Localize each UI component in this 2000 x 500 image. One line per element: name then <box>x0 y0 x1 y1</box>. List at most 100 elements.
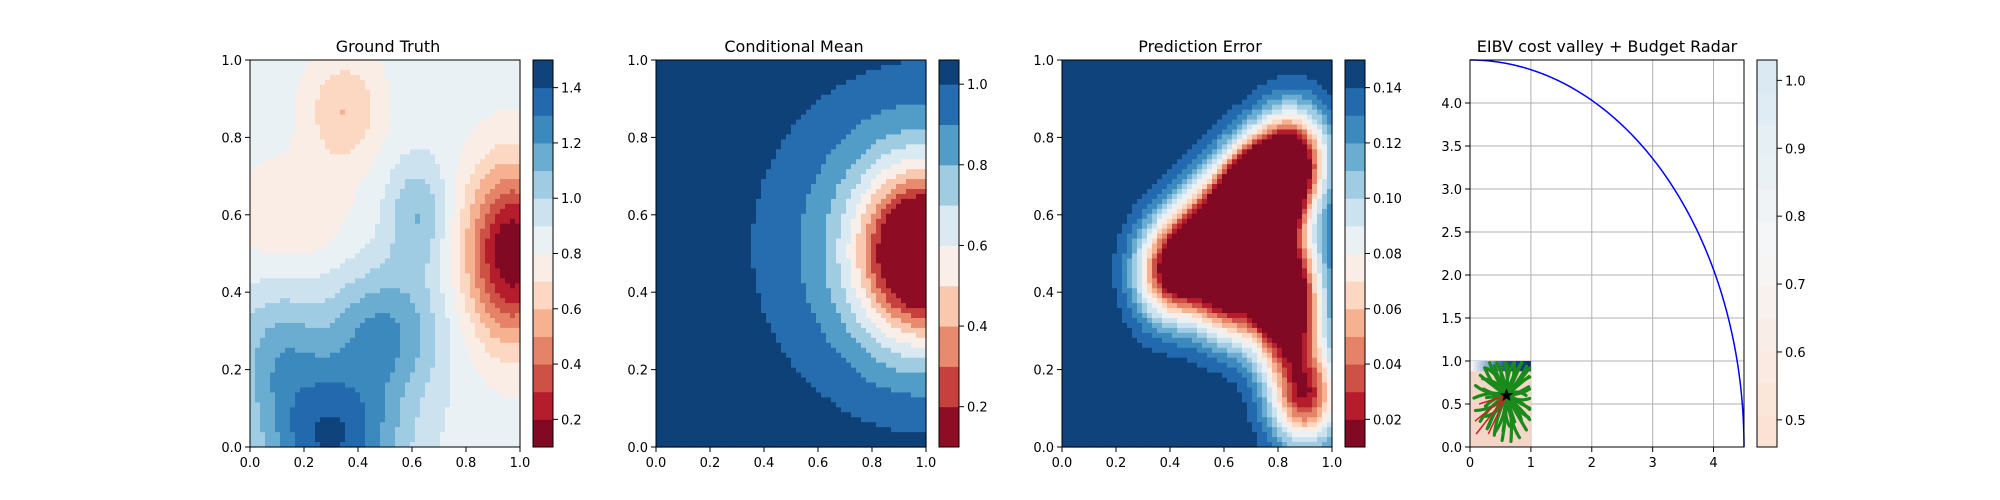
heatmap-cell <box>255 119 261 126</box>
heatmap-cell <box>300 253 306 260</box>
heatmap-cell <box>280 208 286 215</box>
heatmap-cell <box>495 392 501 398</box>
heatmap-cell <box>656 129 662 136</box>
heatmap-cell <box>681 248 687 255</box>
heatmap-cell <box>691 129 697 136</box>
heatmap-cell <box>681 119 687 126</box>
heatmap-cell <box>410 258 416 265</box>
heatmap-cell <box>390 218 396 225</box>
heatmap-cell <box>275 412 281 418</box>
heatmap-cell <box>365 69 371 76</box>
heatmap-cell <box>270 218 276 225</box>
heatmap-cell <box>330 124 336 131</box>
heatmap-cell <box>395 233 401 240</box>
heatmap-cell <box>666 248 672 255</box>
heatmap-cell <box>696 203 702 210</box>
heatmap-cell <box>515 313 521 319</box>
heatmap-cell <box>285 104 291 111</box>
heatmap-cell <box>495 159 501 165</box>
heatmap-cell <box>365 203 371 210</box>
heatmap-cell <box>365 392 371 398</box>
heatmap-cell <box>465 99 471 106</box>
heatmap-cell <box>515 198 521 205</box>
heatmap-cell <box>395 124 401 131</box>
heatmap-cell <box>350 243 356 250</box>
heatmap-cell <box>315 442 321 448</box>
heatmap-cell <box>435 218 441 225</box>
heatmap-cell <box>671 203 677 210</box>
heatmap-cell <box>691 318 697 324</box>
heatmap-cell <box>295 64 301 71</box>
heatmap-cell <box>460 74 466 81</box>
heatmap-cell <box>300 189 306 195</box>
heatmap-cell <box>335 392 341 398</box>
heatmap-cell <box>380 159 386 165</box>
heatmap-cell <box>255 60 261 66</box>
heatmap-cell <box>696 273 702 279</box>
heatmap-cell <box>405 79 411 86</box>
heatmap-cell <box>460 422 466 428</box>
heatmap-cell <box>355 139 361 145</box>
heatmap-cell <box>656 179 662 185</box>
heatmap-cell <box>340 179 346 185</box>
heatmap-cell <box>470 417 476 423</box>
heatmap-cell <box>365 184 371 190</box>
heatmap-cell <box>380 347 386 354</box>
heatmap-cell <box>355 179 361 185</box>
heatmap-cell <box>350 84 356 91</box>
heatmap-cell <box>350 362 356 369</box>
heatmap-cell <box>260 119 266 126</box>
heatmap-cell <box>686 327 692 334</box>
heatmap-cell <box>485 293 491 299</box>
heatmap-cell <box>666 114 672 121</box>
heatmap-cell <box>666 104 672 111</box>
heatmap-cell <box>495 327 501 334</box>
heatmap-cell <box>370 407 376 413</box>
heatmap-cell <box>656 313 662 319</box>
heatmap-cell <box>671 303 677 309</box>
heatmap-cell <box>390 268 396 274</box>
heatmap-cell <box>480 189 486 195</box>
heatmap-cell <box>380 417 386 423</box>
heatmap-cell <box>415 372 421 379</box>
heatmap-cell <box>681 278 687 284</box>
heatmap-cell <box>265 387 271 394</box>
heatmap-cell <box>375 427 381 433</box>
heatmap-cell <box>340 64 346 71</box>
heatmap-cell <box>350 64 356 71</box>
heatmap-cell <box>686 347 692 354</box>
heatmap-cell <box>375 298 381 304</box>
heatmap-cell <box>686 422 692 428</box>
heatmap-cell <box>260 337 266 344</box>
heatmap-cell <box>360 372 366 379</box>
heatmap-cell <box>510 322 516 329</box>
heatmap-cell <box>335 129 341 136</box>
heatmap-cell <box>250 377 256 384</box>
heatmap-cell <box>455 392 461 398</box>
heatmap-cell <box>460 382 466 389</box>
heatmap-cell <box>500 352 506 359</box>
heatmap-cell <box>315 99 321 106</box>
heatmap-cell <box>320 397 326 403</box>
heatmap-cell <box>480 427 486 433</box>
heatmap-cell <box>460 144 466 150</box>
heatmap-cell <box>300 74 306 81</box>
heatmap-cell <box>365 387 371 394</box>
heatmap-cell <box>430 243 436 250</box>
heatmap-cell <box>335 372 341 379</box>
heatmap-cell <box>335 437 341 443</box>
heatmap-cell <box>315 129 321 136</box>
heatmap-cell <box>290 213 296 220</box>
heatmap-cell <box>415 352 421 359</box>
heatmap-cell <box>510 238 516 245</box>
heatmap-cell <box>475 89 481 96</box>
heatmap-cell <box>445 437 451 443</box>
heatmap-cell <box>480 74 486 81</box>
heatmap-cell <box>440 213 446 220</box>
heatmap-cell <box>681 64 687 71</box>
heatmap-cell <box>265 119 271 126</box>
heatmap-cell <box>255 89 261 96</box>
heatmap-cell <box>415 402 421 408</box>
heatmap-cell <box>495 362 501 369</box>
heatmap-cell <box>435 407 441 413</box>
